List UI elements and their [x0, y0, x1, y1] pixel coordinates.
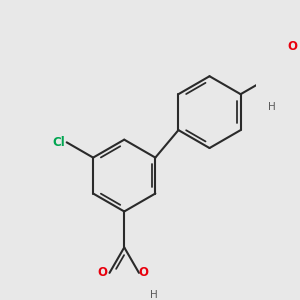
Text: O: O: [98, 266, 108, 279]
Text: Cl: Cl: [52, 136, 65, 149]
Text: H: H: [150, 290, 158, 300]
Text: H: H: [268, 102, 276, 112]
Text: O: O: [287, 40, 297, 53]
Text: O: O: [139, 266, 149, 279]
